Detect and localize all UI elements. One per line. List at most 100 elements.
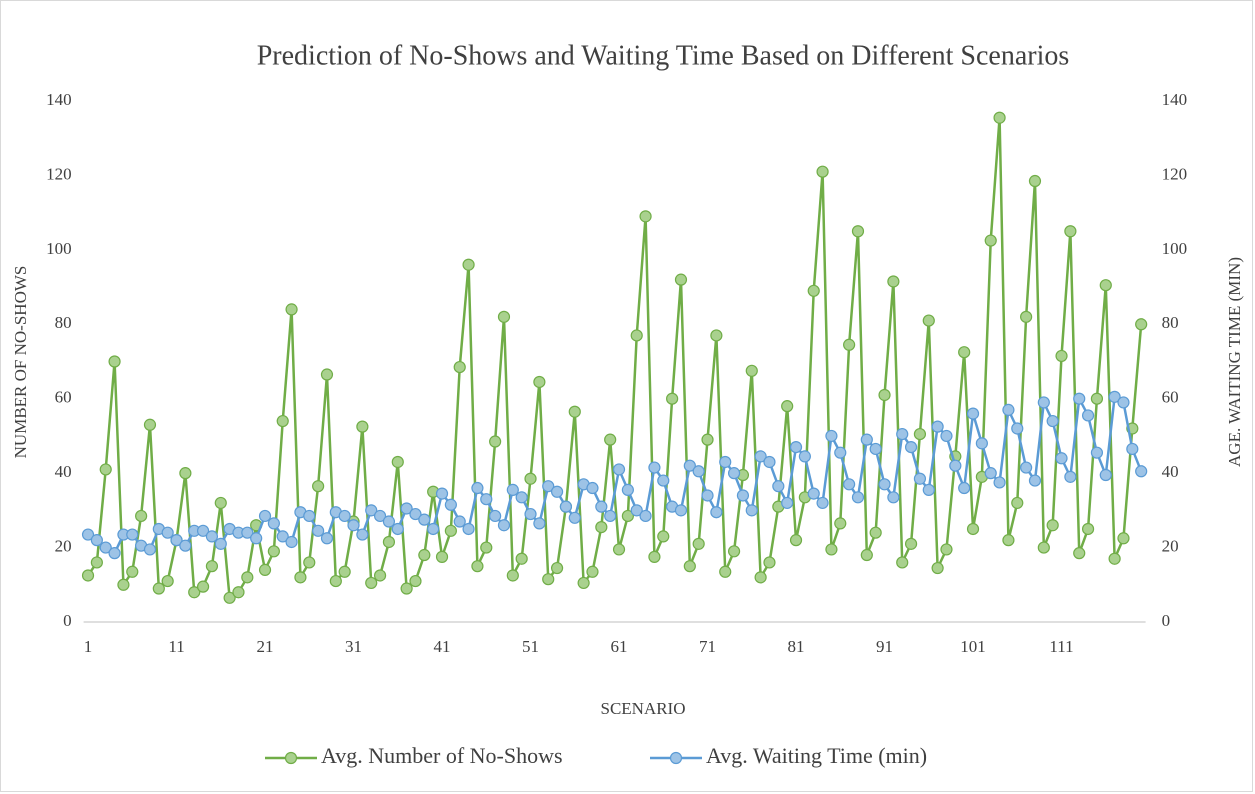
- data-point: [81, 569, 95, 582]
- data-point: [577, 576, 590, 590]
- data-point: [170, 534, 183, 547]
- data-point: [497, 310, 511, 323]
- data-point: [294, 571, 307, 584]
- data-point: [922, 483, 935, 496]
- data-point: [524, 507, 537, 521]
- data-point: [958, 481, 971, 495]
- y-tick-label: 80: [55, 313, 72, 332]
- data-point: [90, 534, 103, 547]
- y-tick-label: 40: [55, 462, 72, 481]
- data-point: [515, 491, 528, 504]
- data-point: [595, 521, 608, 534]
- data-point: [81, 528, 95, 541]
- x-tick-label: 41: [434, 637, 451, 656]
- data-point: [904, 440, 918, 454]
- data-point: [851, 491, 865, 504]
- data-point: [931, 420, 944, 433]
- y2-tick-label: 100: [1162, 239, 1188, 258]
- data-point: [1108, 552, 1121, 565]
- data-point: [382, 535, 396, 549]
- data-point: [984, 234, 997, 247]
- data-point: [329, 574, 342, 588]
- data-point: [391, 455, 404, 469]
- data-point: [99, 541, 112, 554]
- data-point: [1011, 422, 1024, 435]
- data-point: [639, 509, 652, 523]
- data-point: [772, 480, 785, 493]
- data-point: [1028, 474, 1042, 487]
- y-tick-label: 0: [63, 611, 72, 630]
- data-point: [497, 519, 511, 532]
- x-tick-label: 101: [960, 637, 986, 656]
- data-point: [542, 573, 555, 586]
- data-point: [763, 556, 776, 569]
- data-point: [550, 561, 564, 575]
- data-point: [816, 496, 829, 510]
- y-axis-label: NUMBER OF NO-SHOWS: [11, 266, 30, 459]
- data-point: [338, 509, 351, 523]
- data-point: [727, 545, 741, 558]
- y-tick-label: 140: [46, 90, 72, 109]
- data-point: [966, 522, 980, 536]
- data-point: [825, 543, 838, 556]
- data-point: [462, 258, 475, 271]
- data-point: [108, 355, 121, 368]
- data-point: [745, 364, 758, 377]
- data-point: [975, 437, 988, 450]
- data-point: [869, 526, 882, 539]
- data-point: [391, 522, 404, 536]
- data-point: [958, 346, 971, 359]
- y2-tick-label: 20: [1162, 536, 1179, 555]
- data-point: [117, 578, 130, 591]
- data-point: [604, 433, 617, 446]
- data-point: [533, 517, 546, 530]
- data-point: [789, 534, 803, 547]
- chart-title: Prediction of No-Shows and Waiting Time …: [257, 40, 1070, 71]
- data-point: [648, 461, 661, 474]
- data-point: [418, 548, 431, 562]
- data-point: [674, 273, 688, 286]
- data-point: [834, 517, 847, 530]
- y-tick-label: 20: [55, 536, 72, 555]
- data-point: [223, 591, 236, 604]
- data-point: [781, 400, 794, 413]
- data-point: [1028, 174, 1042, 188]
- data-point: [869, 442, 882, 456]
- data-point: [188, 586, 201, 599]
- data-point: [630, 329, 643, 342]
- x-tick-label: 1: [84, 637, 93, 656]
- data-point: [1135, 318, 1148, 331]
- data-point: [365, 576, 378, 590]
- data-point: [860, 548, 873, 562]
- data-point: [586, 565, 599, 578]
- data-point: [657, 474, 670, 487]
- data-point: [595, 500, 608, 513]
- data-point: [427, 522, 440, 536]
- data-point: [559, 500, 573, 513]
- data-point: [621, 509, 634, 523]
- data-point: [727, 467, 741, 480]
- data-point: [1099, 468, 1112, 482]
- data-point: [896, 427, 909, 441]
- data-point: [444, 498, 457, 511]
- data-point: [1108, 390, 1121, 403]
- data-point: [471, 481, 484, 495]
- data-point: [719, 455, 732, 469]
- data-point: [612, 543, 626, 556]
- data-point: [1020, 310, 1033, 323]
- data-point: [338, 565, 351, 578]
- data-point: [1037, 396, 1050, 409]
- data-point: [843, 478, 856, 491]
- data-point: [781, 496, 794, 510]
- data-point: [320, 368, 334, 381]
- data-point: [550, 485, 564, 498]
- data-point: [798, 450, 811, 463]
- x-tick-label: 91: [876, 637, 893, 656]
- data-point: [1046, 519, 1059, 532]
- data-point: [1046, 414, 1059, 428]
- data-point: [807, 487, 820, 500]
- data-point: [489, 435, 502, 448]
- data-point: [692, 465, 705, 478]
- data-point: [161, 574, 174, 588]
